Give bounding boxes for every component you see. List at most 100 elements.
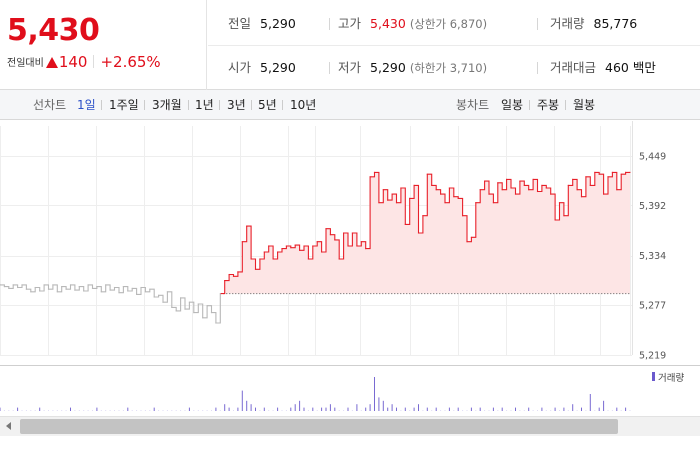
volume-bar <box>39 407 41 411</box>
stat-value: 85,776 <box>593 16 638 31</box>
volume-bar <box>25 410 27 411</box>
volume-bar <box>43 410 45 411</box>
change-value: 140 <box>58 53 88 71</box>
price-point <box>184 308 186 310</box>
price-point <box>598 173 600 175</box>
volume-bar <box>299 400 301 411</box>
volume-bar <box>594 410 596 411</box>
volume-bar <box>426 407 428 411</box>
tab-daily-candle[interactable]: 일봉 <box>501 98 524 112</box>
volume-bar <box>488 410 490 411</box>
price-point <box>0 284 1 286</box>
price-point <box>391 193 393 195</box>
stat-prev-close: 전일 5,290 <box>228 16 296 32</box>
price-point <box>210 312 213 314</box>
volume-bar <box>162 410 164 411</box>
price-point <box>440 193 442 195</box>
volume-bar <box>65 410 67 411</box>
stat-value: 5,290 <box>370 60 406 75</box>
price-point <box>61 286 63 288</box>
price-point <box>215 322 217 324</box>
price-point <box>387 199 389 201</box>
volume-bar <box>263 407 265 411</box>
volume-bar <box>563 407 565 411</box>
volume-bar <box>585 410 587 411</box>
volume-bar <box>338 410 340 411</box>
price-point <box>484 180 486 182</box>
volume-bar <box>211 410 212 411</box>
tab-3y[interactable]: 3년 <box>227 98 246 112</box>
stat-label: 거래량 <box>550 16 585 31</box>
volume-bar <box>378 397 380 411</box>
price-point <box>523 184 525 186</box>
volume-bar <box>462 410 464 411</box>
volume-bar <box>52 410 54 411</box>
tab-weekly-candle[interactable]: 주봉 <box>537 98 560 112</box>
price-point <box>338 258 340 260</box>
scroll-left-icon[interactable] <box>6 422 11 430</box>
tab-1y[interactable]: 1년 <box>195 98 214 112</box>
volume-bar <box>589 394 591 411</box>
divider <box>208 45 700 46</box>
price-point <box>431 184 433 186</box>
volume-bar <box>396 407 397 411</box>
price-point <box>158 294 160 296</box>
price-point <box>56 291 58 293</box>
price-point <box>100 291 102 293</box>
volume-bar <box>325 407 327 411</box>
volume-bar <box>122 410 124 411</box>
volume-bar <box>175 410 177 411</box>
volume-bar <box>510 410 512 411</box>
divider <box>144 100 145 110</box>
tab-5y[interactable]: 5년 <box>258 98 277 112</box>
volume-bar <box>294 404 296 411</box>
price-point <box>373 171 376 173</box>
stat-value: 5,430 <box>370 16 406 31</box>
tab-3m[interactable]: 3개월 <box>152 98 182 112</box>
volume-bar <box>334 407 336 411</box>
volume-bar <box>34 410 36 411</box>
price-point <box>52 284 54 286</box>
price-point <box>303 245 305 247</box>
volume-bar <box>136 410 138 411</box>
price-point <box>378 202 380 204</box>
stat-volume: 거래량 85,776 <box>550 16 637 32</box>
volume-bar <box>114 410 115 411</box>
volume-bar <box>149 410 151 411</box>
volume-bar <box>180 410 182 411</box>
volume-bar <box>466 410 468 411</box>
tab-1d[interactable]: 1일 <box>77 98 96 112</box>
stat-label: 전일 <box>228 16 252 31</box>
price-point <box>294 244 296 246</box>
price-point <box>558 202 561 204</box>
divider <box>251 100 252 110</box>
volume-bar <box>215 407 217 411</box>
price-point <box>435 189 437 191</box>
price-point <box>254 268 257 270</box>
price-point <box>8 287 10 289</box>
tab-10y[interactable]: 10년 <box>290 98 317 112</box>
candle-chart-label: 봉차트 <box>456 98 490 112</box>
scrollbar-thumb[interactable] <box>20 419 618 434</box>
price-point <box>149 288 151 290</box>
price-point <box>620 173 622 175</box>
price-point <box>470 236 472 238</box>
line-chart-label: 선차트 <box>33 98 67 112</box>
chart-scrollbar[interactable] <box>0 416 700 436</box>
price-point <box>43 284 45 286</box>
price-point <box>259 258 261 260</box>
quote-summary: 5,430 전일대비 140 +2.65% 전일 5,290 고가 5,430 (상한가 … <box>0 0 700 90</box>
tab-1w[interactable]: 1주일 <box>109 98 139 112</box>
price-box: 5,430 전일대비 140 +2.65% <box>0 0 207 90</box>
price-point <box>113 286 116 289</box>
volume-bar <box>21 410 23 411</box>
price-point <box>541 184 543 186</box>
price-point <box>400 187 402 189</box>
price-point <box>329 234 331 236</box>
tab-monthly-candle[interactable]: 월봉 <box>573 98 596 112</box>
volume-bar <box>105 410 107 411</box>
volume-bar <box>550 410 552 411</box>
change-row: 전일대비 140 +2.65% <box>7 53 161 73</box>
price-point <box>30 291 32 293</box>
volume-bar <box>329 404 331 411</box>
